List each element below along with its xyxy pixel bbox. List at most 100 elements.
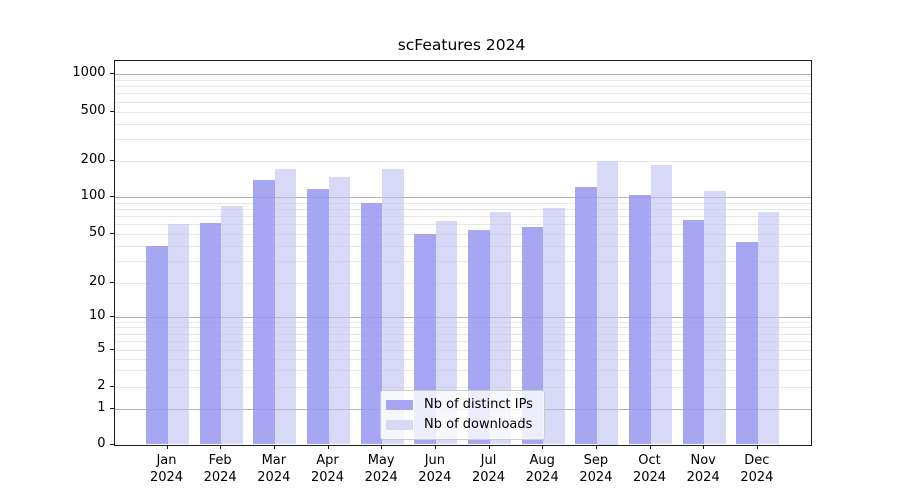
grid-line-minor (114, 349, 811, 351)
bar-downloads-apr (328, 176, 350, 445)
grid-line-minor (114, 123, 811, 125)
bar-distinct-ips-sep (575, 187, 597, 445)
grid-line-minor (114, 161, 811, 162)
x-tick-label-nov: Nov 2024 (686, 453, 720, 485)
x-tick-label-aug: Aug 2024 (525, 453, 559, 485)
bar-downloads-dec (757, 211, 780, 445)
grid-line-minor (114, 340, 811, 342)
grid-line-minor (114, 333, 811, 335)
grid-line-minor (114, 215, 811, 217)
bar-distinct-ips-apr (307, 189, 329, 445)
legend: Nb of distinct IPs Nb of downloads (380, 390, 545, 440)
x-tick-mark (542, 444, 544, 449)
y-tick-label: 1000 (72, 65, 106, 80)
bar-distinct-ips-jan (146, 245, 168, 445)
y-tick-label: 200 (80, 152, 106, 167)
x-tick-label-jan: Jan 2024 (149, 453, 184, 485)
grid-line-minor (114, 208, 811, 210)
grid-line-minor (114, 86, 811, 88)
legend-label-downloads: Nb of downloads (424, 417, 533, 432)
x-tick-mark (488, 444, 490, 449)
bar-distinct-ips-dec (736, 241, 758, 445)
y-tick-mark (109, 281, 114, 283)
legend-label-distinct-ips: Nb of distinct IPs (424, 397, 533, 412)
grid-line-minor (114, 261, 811, 263)
grid-line-minor (114, 79, 811, 81)
y-tick-mark (109, 232, 114, 234)
x-tick-label-oct: Oct 2024 (632, 453, 667, 485)
y-tick-mark (109, 348, 114, 350)
x-tick-mark (166, 444, 168, 449)
y-tick-mark (109, 160, 114, 161)
x-tick-mark (327, 444, 329, 449)
grid-line-minor (114, 111, 811, 113)
y-tick-label: 5 (97, 340, 106, 356)
y-tick-label: 10 (88, 308, 106, 323)
bar-downloads-oct (650, 165, 673, 445)
grid-line-minor (114, 202, 811, 204)
legend-item-distinct-ips: Nb of distinct IPs (386, 397, 536, 412)
grid-line-minor (114, 321, 811, 323)
chart-title: scFeatures 2024 (397, 36, 526, 54)
grid-line-minor (114, 327, 811, 329)
y-tick-mark (109, 196, 114, 197)
x-tick-label-sep: Sep 2024 (579, 453, 613, 485)
bar-distinct-ips-may (360, 202, 383, 445)
grid-line-minor (114, 139, 811, 141)
bar-distinct-ips-nov (682, 219, 705, 445)
legend-swatch-distinct-ips (386, 399, 413, 410)
x-tick-label-may: May 2024 (364, 453, 398, 485)
y-tick-label: 500 (80, 102, 106, 118)
x-tick-mark (703, 444, 705, 449)
grid-line-minor (114, 245, 811, 247)
x-tick-mark (220, 444, 222, 449)
grid-line-minor (114, 370, 811, 372)
bar-downloads-nov (704, 191, 726, 445)
grid-line-minor (114, 358, 811, 360)
bar-distinct-ips-mar (253, 180, 275, 445)
legend-swatch-downloads (386, 419, 413, 430)
grid-line-minor (114, 386, 811, 388)
y-tick-label: 1 (97, 399, 106, 415)
x-tick-label-jul: Jul 2024 (471, 453, 506, 485)
plot-area (113, 59, 812, 446)
grid-line-minor (114, 224, 811, 226)
grid-line-major (114, 74, 811, 75)
grid-line-minor (114, 233, 811, 235)
y-tick-mark (109, 316, 114, 317)
grid-line-major (114, 317, 811, 318)
x-tick-label-jun: Jun 2024 (418, 453, 452, 485)
bar-downloads-feb (221, 205, 243, 445)
bar-downloads-jul (489, 211, 512, 445)
bar-downloads-sep (596, 161, 619, 445)
x-tick-label-dec: Dec 2024 (740, 453, 774, 485)
bar-downloads-mar (274, 169, 297, 445)
grid-line-minor (114, 282, 811, 284)
bar-distinct-ips-feb (199, 223, 222, 445)
x-tick-label-mar: Mar 2024 (257, 453, 291, 485)
x-tick-mark (434, 444, 436, 449)
y-tick-label: 0 (97, 435, 106, 451)
y-tick-mark (109, 443, 114, 445)
bar-downloads-may (382, 169, 404, 445)
x-tick-mark (273, 444, 275, 449)
x-tick-mark (595, 444, 597, 449)
legend-item-downloads: Nb of downloads (386, 417, 536, 432)
x-tick-mark (756, 444, 758, 449)
bar-downloads-jun (435, 221, 458, 445)
x-tick-mark (381, 444, 383, 449)
y-tick-mark (109, 407, 114, 409)
bar-downloads-jan (167, 224, 189, 445)
y-tick-label: 50 (88, 224, 106, 240)
y-tick-mark (109, 385, 114, 387)
bar-distinct-ips-oct (629, 195, 651, 445)
y-tick-label: 20 (88, 273, 106, 289)
y-tick-mark (109, 73, 114, 74)
x-tick-label-feb: Feb 2024 (203, 453, 237, 485)
y-tick-label: 2 (97, 377, 106, 393)
grid-line-minor (114, 93, 811, 95)
grid-line-major (114, 197, 811, 198)
x-tick-label-apr: Apr 2024 (310, 453, 345, 485)
y-tick-label: 100 (80, 188, 106, 203)
